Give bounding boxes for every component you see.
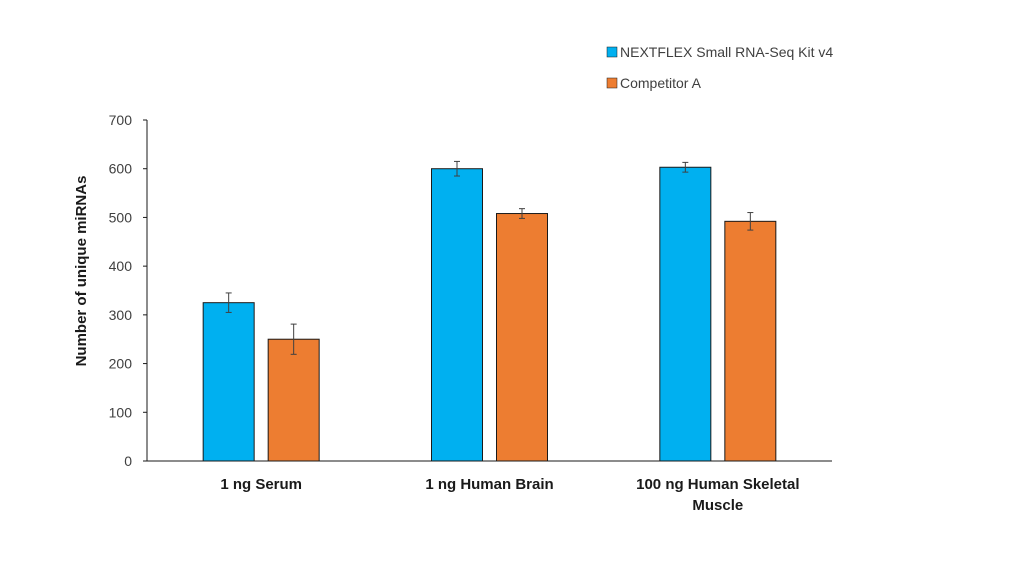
y-tick-label: 500 <box>109 209 133 225</box>
legend-label: NEXTFLEX Small RNA-Seq Kit v4 <box>620 44 833 60</box>
y-tick-label: 100 <box>109 404 133 420</box>
x-category-label: Muscle <box>692 497 743 514</box>
y-tick-label: 400 <box>109 258 133 274</box>
bar <box>724 220 777 462</box>
legend-label: Competitor A <box>620 75 702 91</box>
bar <box>659 166 712 462</box>
x-category-label: 1 ng Human Brain <box>425 476 553 493</box>
y-tick-label: 700 <box>109 112 133 128</box>
legend-swatch <box>606 77 618 89</box>
y-tick-label: 600 <box>109 161 133 177</box>
y-tick-label: 300 <box>109 307 133 323</box>
bar <box>267 338 320 462</box>
legend-swatch <box>606 46 618 58</box>
y-tick-label: 200 <box>109 356 133 372</box>
legend: NEXTFLEX Small RNA-Seq Kit v4 Competitor … <box>606 44 833 91</box>
bars <box>202 166 777 462</box>
x-category-label: 1 ng Serum <box>220 476 302 493</box>
bar <box>431 168 483 462</box>
bar <box>202 302 255 462</box>
y-tick-label: 0 <box>124 453 132 469</box>
error-bars <box>225 160 754 355</box>
x-category-label: 100 ng Human Skeletal <box>636 476 799 493</box>
bar <box>496 213 548 462</box>
y-axis-title: Number of unique miRNAs <box>73 176 90 367</box>
axes: 0 100 200 300 400 500 600 700 1 ng Serum 1 ng Hum… <box>109 112 832 514</box>
